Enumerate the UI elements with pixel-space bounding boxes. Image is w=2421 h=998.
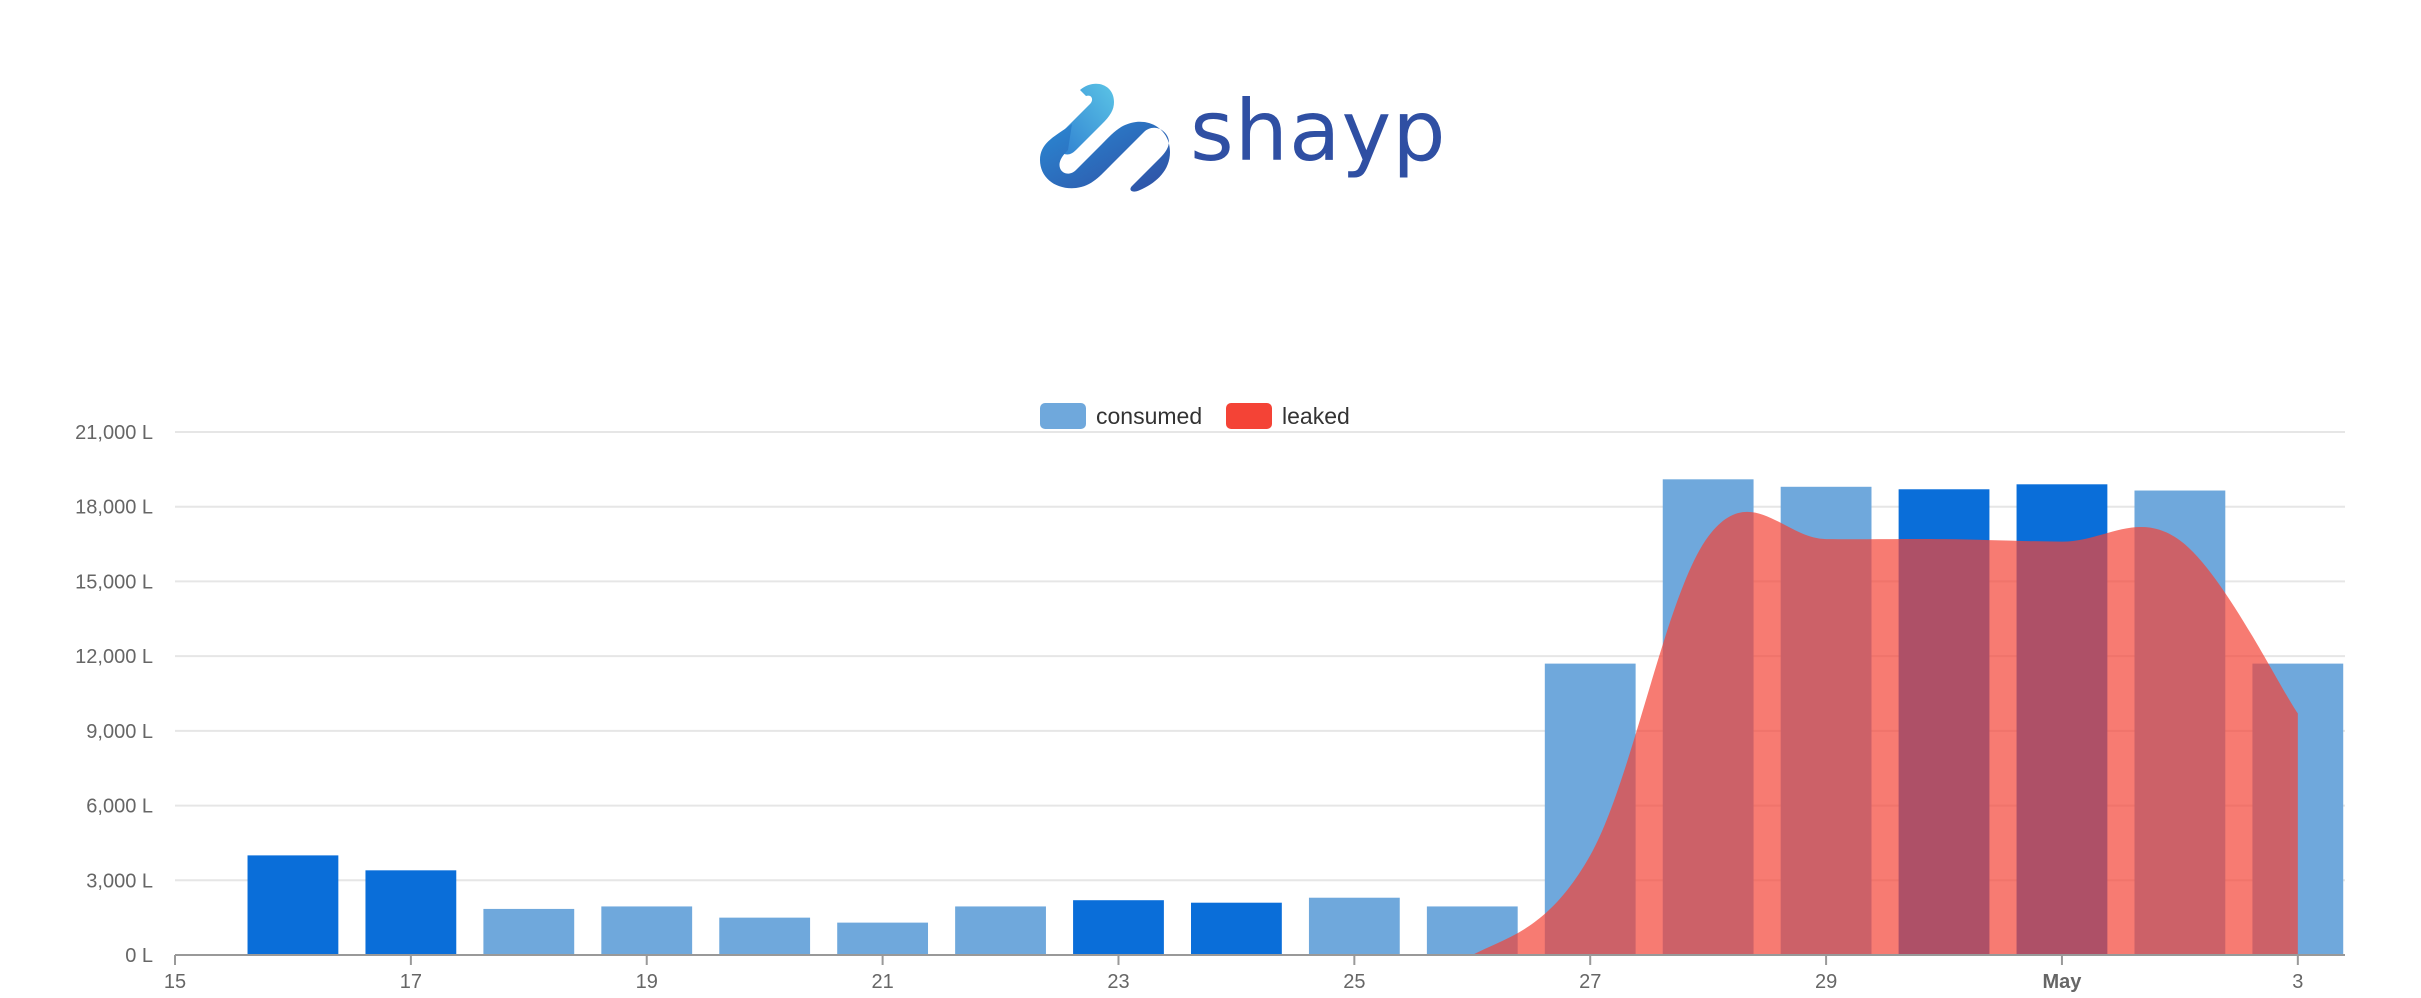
x-tick-label: 19 [636,971,658,993]
x-tick-label: May [2043,971,2083,993]
consumed-bar[interactable] [1308,897,1400,955]
y-tick-label: 6,000 L [86,796,153,818]
consumed-bar[interactable] [719,917,811,955]
x-tick-label: 21 [871,971,893,993]
x-tick-label: 23 [1107,971,1129,993]
x-tick-label: 17 [400,971,422,993]
leaked-area [1401,511,2298,955]
consumed-bar[interactable] [837,922,929,955]
x-tick-label: 3 [2292,971,2303,993]
legend-swatch-consumed[interactable] [1040,403,1086,429]
legend: consumed leaked [1040,403,1350,429]
x-tick-label: 29 [1815,971,1837,993]
legend-label-consumed[interactable]: consumed [1096,403,1202,429]
y-tick-label: 3,000 L [86,870,153,892]
y-tick-label: 21,000 L [75,422,153,444]
leaked-area-shape[interactable] [1401,511,2298,955]
x-tick-label: 27 [1579,971,1601,993]
y-tick-label: 15,000 L [75,571,153,593]
x-tick-label: 25 [1343,971,1365,993]
consumed-bar[interactable] [365,870,457,955]
x-tick-label: 15 [164,971,186,993]
y-tick-label: 18,000 L [75,497,153,519]
brand-name: shayp [1190,82,1447,180]
consumed-bar[interactable] [247,855,339,955]
legend-label-leaked[interactable]: leaked [1282,403,1350,429]
x-axis-tick-labels: 15 17 19 21 23 25 27 29 May 3 [164,971,2304,993]
axes [174,954,2345,965]
y-tick-label: 12,000 L [75,646,153,668]
y-tick-label: 0 L [125,945,153,967]
consumed-bar[interactable] [1191,902,1282,955]
y-axis-tick-labels: 0 L 3,000 L 6,000 L 9,000 L 12,000 L 15,000 L… [75,422,153,967]
y-tick-label: 9,000 L [86,721,153,743]
shayp-logo-icon [1040,83,1170,192]
consumed-bar[interactable] [601,906,693,955]
consumed-bar[interactable] [483,908,575,955]
consumed-bar[interactable] [955,906,1046,955]
consumed-bar[interactable] [1073,900,1164,955]
legend-swatch-leaked[interactable] [1226,403,1272,429]
